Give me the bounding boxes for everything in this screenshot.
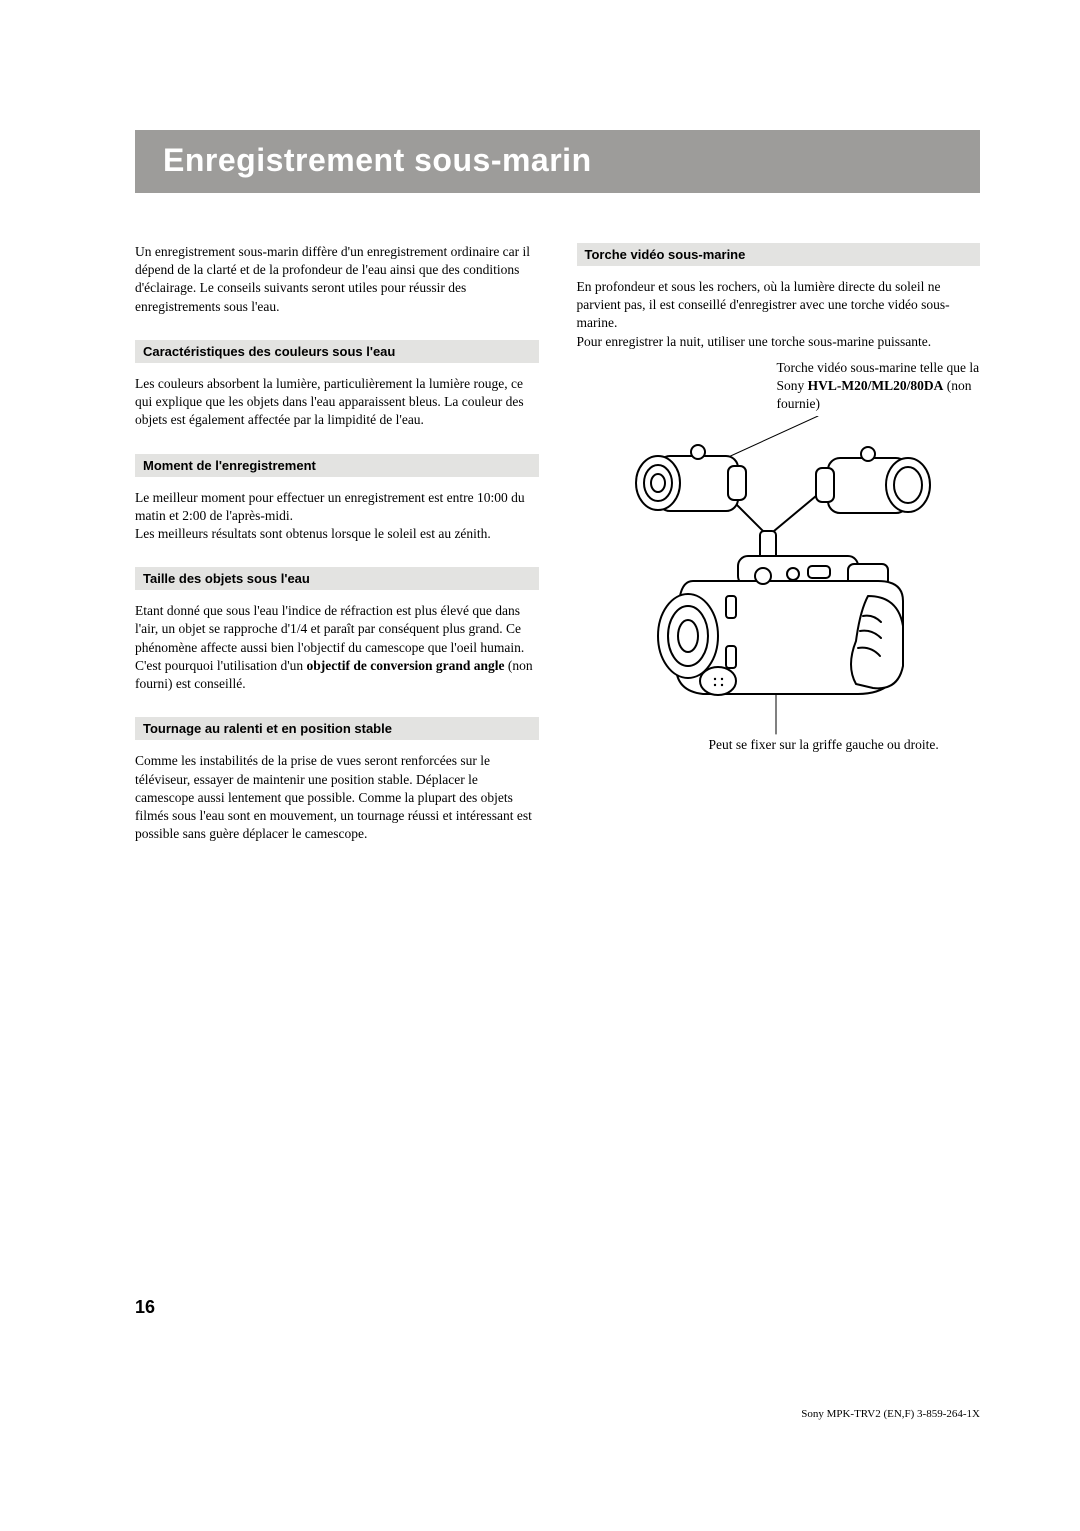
figure-caption: Peut se fixer sur la griffe gauche ou dr… bbox=[709, 736, 981, 754]
section-heading-taille: Taille des objets sous l'eau bbox=[135, 567, 539, 590]
section-heading-moment: Moment de l'enregistrement bbox=[135, 454, 539, 477]
section-heading-colors: Caractéristiques des couleurs sous l'eau bbox=[135, 340, 539, 363]
figure-wrap: Torche vidéo sous-marine telle que la So… bbox=[577, 359, 981, 754]
page-title: Enregistrement sous-marin bbox=[163, 142, 960, 179]
footer-text: Sony MPK-TRV2 (EN,F) 3-859-264-1X bbox=[135, 1408, 980, 1420]
right-column: Torche vidéo sous-marine En profondeur e… bbox=[577, 243, 981, 867]
section-heading-torche: Torche vidéo sous-marine bbox=[577, 243, 981, 266]
manual-page: Enregistrement sous-marin Un enregistrem… bbox=[0, 0, 1080, 1480]
title-bar: Enregistrement sous-marin bbox=[135, 130, 980, 193]
section-body-tournage: Comme les instabilités de la prise de vu… bbox=[135, 752, 539, 843]
page-number: 16 bbox=[135, 1297, 980, 1318]
figure-label-bold: HVL-M20/ML20/80DA bbox=[808, 378, 944, 393]
section-body-taille: Etant donné que sous l'eau l'indice de r… bbox=[135, 602, 539, 693]
section-body-moment: Le meilleur moment pour effectuer un enr… bbox=[135, 489, 539, 544]
underwater-housing-illustration bbox=[598, 416, 958, 736]
section-body-colors: Les couleurs absorbent la lumière, parti… bbox=[135, 375, 539, 430]
left-column: Un enregistrement sous-marin diffère d'u… bbox=[135, 243, 539, 867]
section-heading-tournage: Tournage au ralenti et en position stabl… bbox=[135, 717, 539, 740]
taille-bold: objectif de conversion grand angle bbox=[307, 658, 505, 673]
section-body-torche: En profondeur et sous les rochers, où la… bbox=[577, 278, 981, 351]
two-column-layout: Un enregistrement sous-marin diffère d'u… bbox=[135, 243, 980, 867]
intro-paragraph: Un enregistrement sous-marin diffère d'u… bbox=[135, 243, 539, 316]
figure-label: Torche vidéo sous-marine telle que la So… bbox=[777, 359, 981, 414]
